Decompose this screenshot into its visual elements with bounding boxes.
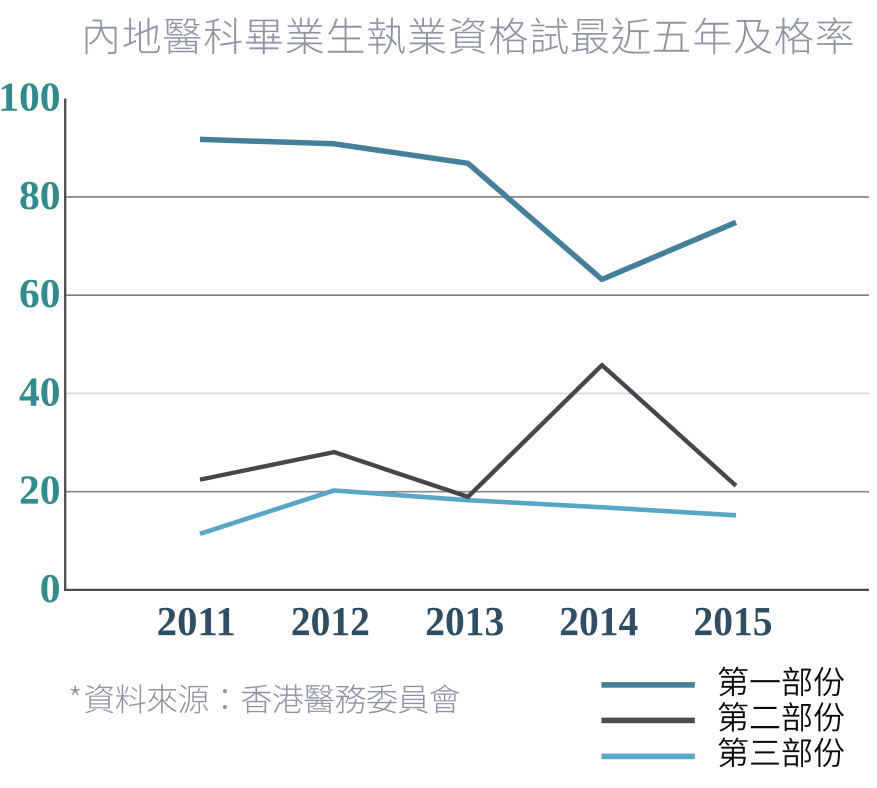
- svg-text:2011: 2011: [157, 598, 236, 644]
- svg-text:2013: 2013: [425, 598, 504, 644]
- svg-text:100: 100: [0, 74, 61, 120]
- svg-text:60: 60: [19, 270, 61, 316]
- svg-text:80: 80: [19, 172, 61, 218]
- svg-text:2015: 2015: [694, 598, 773, 644]
- svg-text:2014: 2014: [559, 598, 638, 644]
- svg-text:2012: 2012: [291, 598, 370, 644]
- svg-text:20: 20: [19, 467, 61, 513]
- svg-text:40: 40: [19, 368, 61, 414]
- svg-text:0: 0: [40, 565, 61, 611]
